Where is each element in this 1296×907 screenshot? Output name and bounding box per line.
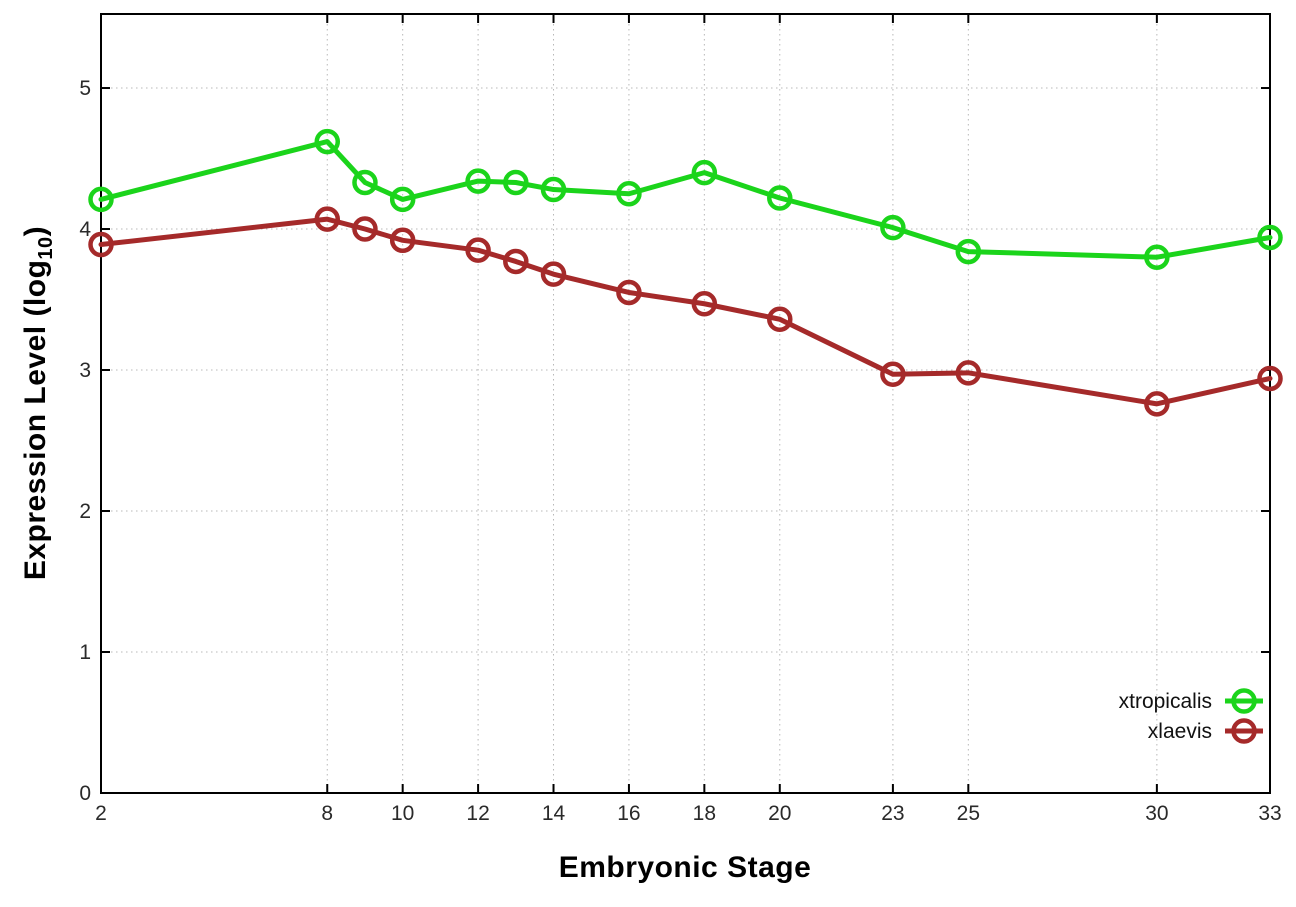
y-tick-label: 2 xyxy=(79,500,91,523)
data-point-xtropicalis xyxy=(314,128,341,155)
series-line-xlaevis xyxy=(98,216,1273,407)
data-point-xlaevis xyxy=(955,360,982,386)
data-point-xlaevis xyxy=(1257,365,1283,392)
data-point-xtropicalis xyxy=(465,168,491,194)
x-axis-title-text: Embryonic Stage xyxy=(558,851,812,884)
data-point-xtropicalis xyxy=(767,185,793,211)
y-axis-title-subscript: 10 xyxy=(35,236,57,260)
x-tick-label: 33 xyxy=(1258,802,1281,825)
legend-label-xlaevis: xlaevis xyxy=(1148,720,1212,743)
data-point-xlaevis xyxy=(540,261,567,287)
x-tick-label: 14 xyxy=(542,802,566,825)
data-point-xlaevis xyxy=(465,237,491,263)
legend-marker-xlaevis xyxy=(1231,718,1257,744)
x-tick-label: 20 xyxy=(768,802,791,825)
y-axis-title-suffix: ) xyxy=(19,225,52,237)
data-point-xlaevis xyxy=(88,231,114,258)
data-point-xtropicalis xyxy=(540,176,567,203)
data-point-xtropicalis xyxy=(955,238,982,265)
x-tick-label: 30 xyxy=(1145,802,1168,825)
data-point-xlaevis xyxy=(691,290,718,317)
data-point-xtropicalis xyxy=(1257,224,1283,251)
series-line-xtropicalis xyxy=(98,139,1273,260)
y-tick-label: 4 xyxy=(79,218,91,241)
x-tick-label: 10 xyxy=(391,802,414,825)
y-tick-label: 0 xyxy=(79,782,91,805)
x-axis-title: Embryonic Stage xyxy=(385,851,985,885)
data-point-xtropicalis xyxy=(616,181,642,207)
data-point-xtropicalis xyxy=(503,169,529,196)
x-tick-label: 12 xyxy=(466,802,489,825)
data-point-xlaevis xyxy=(1144,391,1170,417)
y-tick-label: 5 xyxy=(79,77,91,100)
data-point-xtropicalis xyxy=(88,186,114,213)
x-tick-label: 23 xyxy=(881,802,904,825)
x-tick-label: 18 xyxy=(693,802,716,825)
x-tick-label: 2 xyxy=(95,802,107,825)
legend-marker-xtropicalis xyxy=(1231,688,1257,714)
data-point-xtropicalis xyxy=(691,159,718,186)
data-point-xlaevis xyxy=(389,227,416,254)
data-point-xtropicalis xyxy=(352,169,378,196)
x-tick-label: 16 xyxy=(617,802,640,825)
y-axis-title-text: Expression Level (log xyxy=(19,259,52,581)
data-point-xlaevis xyxy=(352,216,378,242)
data-point-xtropicalis xyxy=(389,186,416,213)
y-tick-label: 1 xyxy=(79,641,91,664)
data-point-xtropicalis xyxy=(880,214,906,241)
data-point-xlaevis xyxy=(880,361,906,387)
y-tick-label: 3 xyxy=(79,359,91,382)
x-tick-label: 25 xyxy=(957,802,980,825)
plot-border xyxy=(100,13,1271,794)
x-tick-label: 8 xyxy=(321,802,333,825)
data-point-xlaevis xyxy=(503,248,529,275)
y-axis-title: Expression Level (log10) xyxy=(16,103,57,703)
data-point-xlaevis xyxy=(767,306,793,333)
data-point-xlaevis xyxy=(616,279,642,306)
data-point-xlaevis xyxy=(314,206,341,232)
legend-label-xtropicalis: xtropicalis xyxy=(1119,690,1212,713)
data-point-xtropicalis xyxy=(1144,244,1170,270)
